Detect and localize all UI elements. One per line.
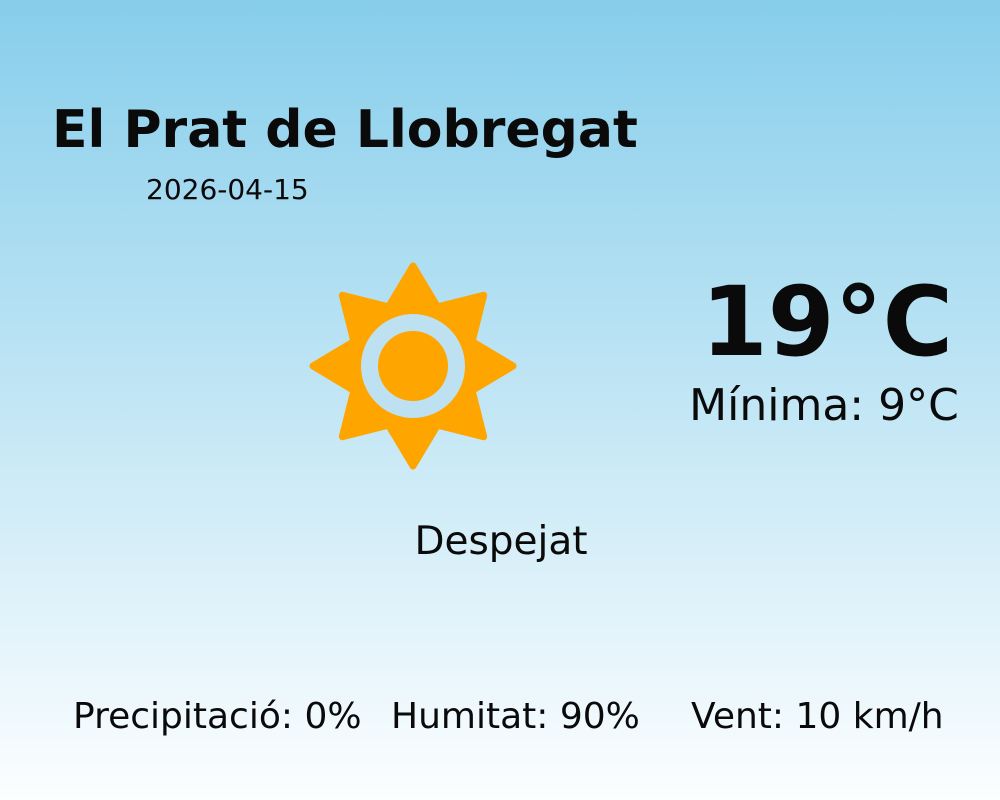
precipitation-metric: Precipitació: 0% <box>73 696 362 737</box>
location-title: El Prat de Llobregat <box>52 100 638 160</box>
humidity-metric: Humitat: 90% <box>391 696 640 737</box>
minimum-temperature: Mínima: 9°C <box>689 380 959 431</box>
wind-metric: Vent: 10 km/h <box>691 696 944 737</box>
current-temperature: 19°C <box>700 266 954 378</box>
date-label: 2026-04-15 <box>146 173 309 206</box>
condition-label: Despejat <box>414 519 588 564</box>
sun-icon <box>309 262 517 470</box>
sun-core <box>378 331 448 401</box>
